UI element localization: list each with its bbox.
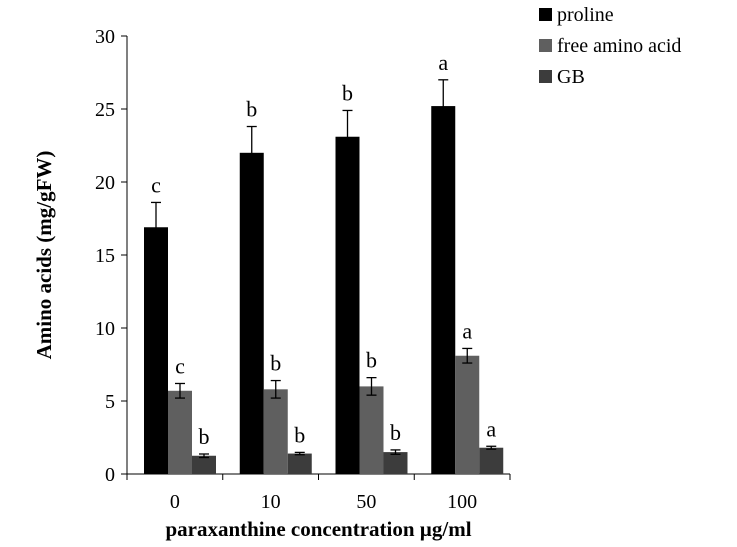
y-tick-label: 5: [105, 391, 115, 413]
significance-letter: b: [270, 351, 281, 376]
x-ticks: 0 10 50 100: [126, 474, 511, 513]
legend-label: GB: [557, 66, 585, 88]
bars: c b b a c b b a b b b a: [144, 50, 504, 475]
y-tick-label: 30: [95, 26, 115, 48]
legend: proline free amino acid GB: [539, 4, 681, 88]
legend-label: free amino acid: [557, 35, 681, 57]
y-ticks: 0 5 10 15 20 25 30: [95, 26, 127, 486]
bar-proline: [239, 152, 264, 475]
y-tick-label: 15: [95, 245, 115, 267]
bar-free-amino-acid: [168, 390, 192, 474]
y-tick-label: 25: [95, 99, 115, 121]
significance-letter: a: [462, 318, 472, 343]
x-tick-label: 50: [356, 491, 376, 513]
bar-GB: [479, 447, 504, 474]
bar-proline: [335, 136, 360, 475]
significance-letter: b: [390, 420, 401, 445]
y-tick-label: 0: [105, 464, 115, 486]
significance-letter: a: [438, 50, 448, 75]
x-tick-label: 0: [170, 491, 180, 513]
x-axis-title: paraxanthine concentration µg/ml: [165, 517, 471, 541]
legend-swatch: [539, 8, 552, 21]
significance-letter: c: [151, 172, 161, 197]
y-tick-label: 20: [95, 172, 115, 194]
significance-letter: c: [175, 353, 185, 378]
legend-swatch: [539, 39, 552, 52]
bar-free-amino-acid: [455, 355, 480, 474]
significance-letter: b: [366, 348, 377, 373]
significance-letter: b: [294, 422, 305, 447]
bar-GB: [192, 455, 216, 474]
legend-label: proline: [557, 4, 614, 26]
bar-GB: [287, 453, 312, 474]
y-axis-title: Amino acids (mg/gFW): [32, 151, 56, 360]
significance-letter: b: [342, 80, 353, 105]
bar-GB: [383, 452, 408, 474]
x-tick-label: 10: [261, 491, 281, 513]
y-tick-label: 10: [95, 318, 115, 340]
significance-letter: a: [486, 416, 496, 441]
bar-proline: [431, 106, 456, 474]
bar-free-amino-acid: [359, 386, 384, 474]
legend-swatch: [539, 70, 552, 83]
significance-letter: b: [246, 97, 257, 122]
bar-proline: [144, 227, 168, 474]
bar-free-amino-acid: [263, 389, 288, 474]
significance-letter: b: [199, 424, 210, 449]
x-tick-label: 100: [447, 491, 477, 513]
